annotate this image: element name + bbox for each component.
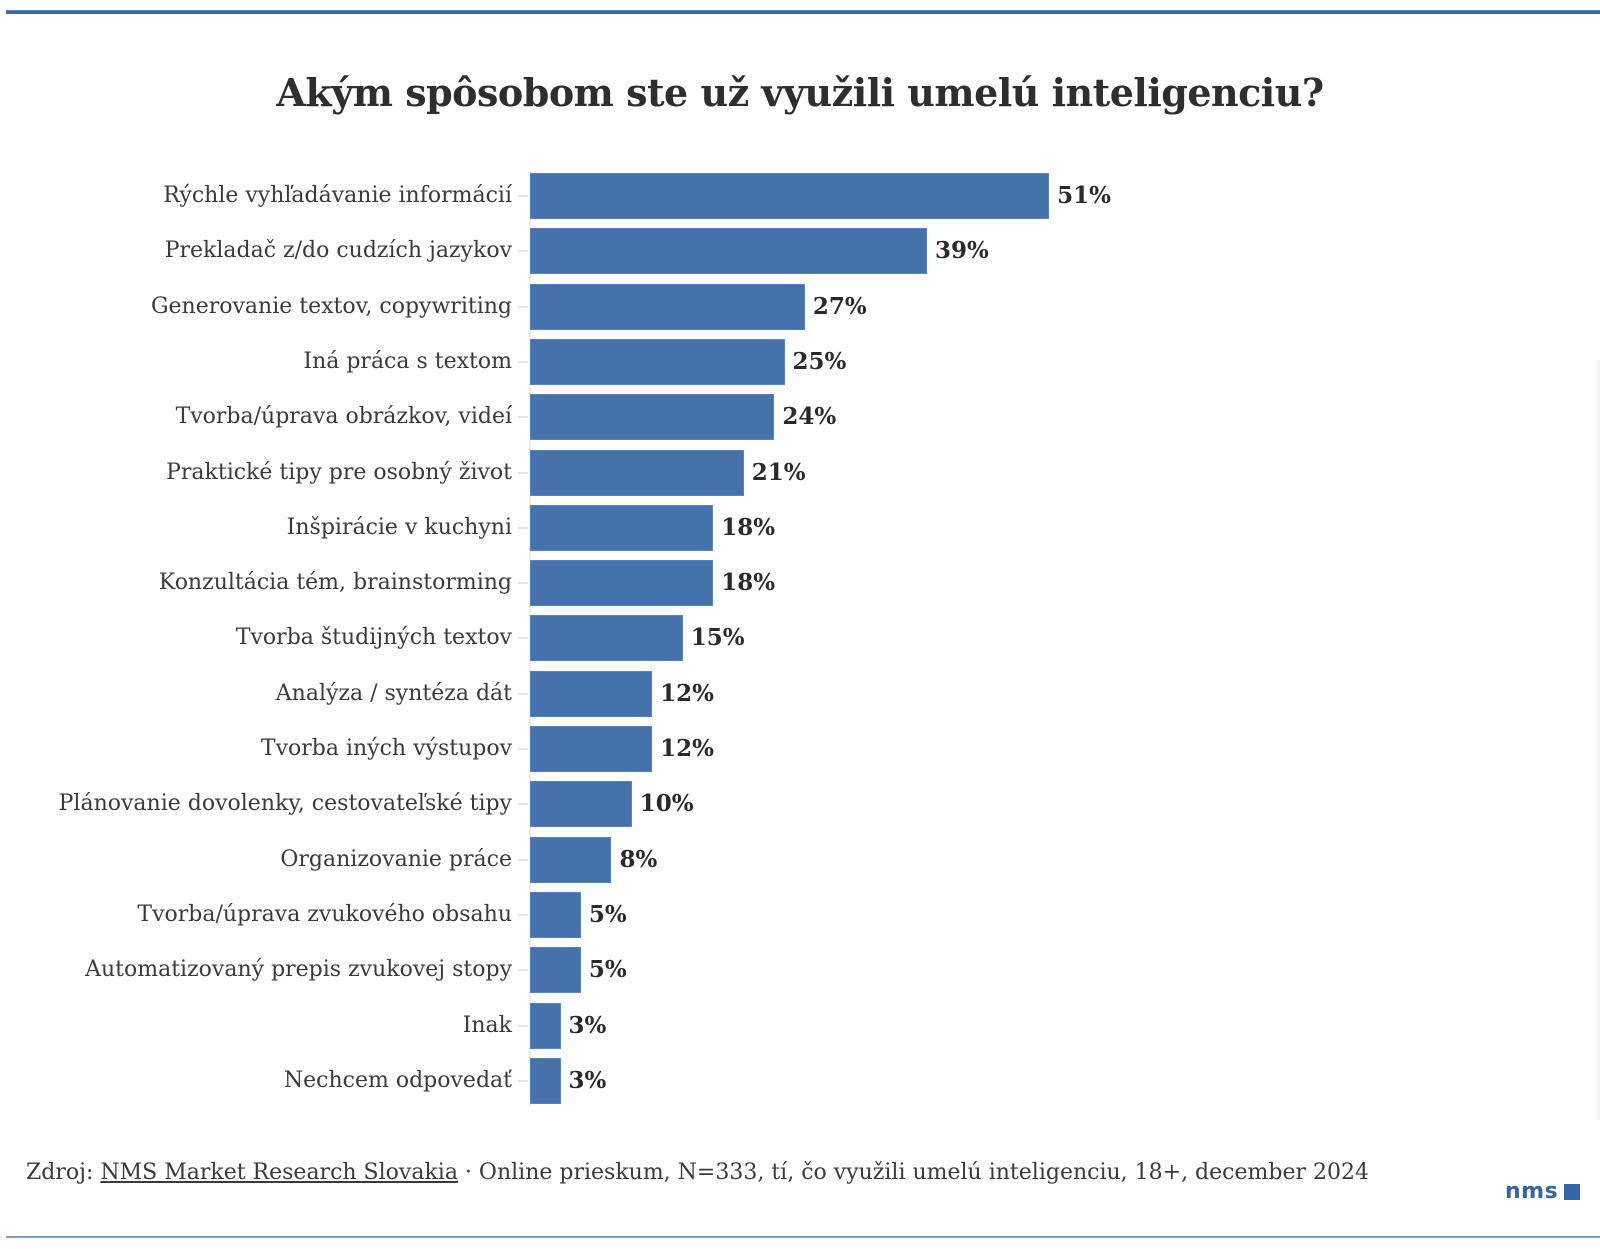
category-label: Inak xyxy=(462,1012,512,1038)
bar-row: Tvorba/úprava obrázkov, videí 24% xyxy=(0,394,1600,441)
bar-row: Tvorba iných výstupov 12% xyxy=(0,726,1600,772)
value-label: 5% xyxy=(588,900,627,928)
bar[interactable] xyxy=(530,615,683,662)
axis-tick xyxy=(518,360,528,363)
category-label: Tvorba iných výstupov xyxy=(260,736,512,761)
value-label: 5% xyxy=(588,956,627,984)
category-label: Tvorba študijných textov xyxy=(235,625,512,651)
value-label: 3% xyxy=(568,1066,607,1094)
bar[interactable] xyxy=(530,173,1050,219)
bar-row: Inak 3% xyxy=(0,1002,1600,1049)
bar-row: Generovanie textov, copywriting 27% xyxy=(0,283,1600,330)
category-label: Tvorba/úprava obrázkov, videí xyxy=(175,404,512,430)
value-label: 39% xyxy=(935,237,989,265)
axis-tick xyxy=(518,195,528,197)
bar[interactable] xyxy=(530,670,653,717)
category-label: Generovanie textov, copywriting xyxy=(150,293,512,319)
bar[interactable] xyxy=(530,228,928,275)
axis-tick xyxy=(518,913,528,916)
category-label: Konzultácia tém, brainstorming xyxy=(158,570,512,596)
category-label: Nechcem odpovedať xyxy=(283,1067,512,1093)
bar[interactable] xyxy=(530,726,653,772)
category-label: Organizovanie práce xyxy=(280,846,512,872)
axis-tick xyxy=(518,969,528,972)
logo-text: nms xyxy=(1505,1179,1559,1204)
value-label: 18% xyxy=(721,513,776,541)
category-label: Iná práca s textom xyxy=(303,348,512,374)
axis-tick xyxy=(518,526,528,529)
right-edge-shade xyxy=(1594,360,1600,1120)
bar-row: Iná práca s textom 25% xyxy=(0,338,1600,385)
axis-tick xyxy=(518,637,528,640)
value-label: 12% xyxy=(660,735,715,762)
bar[interactable] xyxy=(530,449,744,496)
value-label: 25% xyxy=(792,347,847,375)
source-footer: Zdroj: NMS Market Research Slovakia · On… xyxy=(26,1160,1369,1185)
bar-row: Konzultácia tém, brainstorming 18% xyxy=(0,560,1600,607)
top-accent-rule xyxy=(6,10,1600,14)
axis-tick xyxy=(518,1024,528,1027)
value-label: 8% xyxy=(619,845,658,873)
value-label: 27% xyxy=(812,292,867,320)
bar-row: Tvorba študijných textov 15% xyxy=(0,615,1600,662)
category-label: Tvorba/úprava zvukového obsahu xyxy=(137,901,512,927)
bar[interactable] xyxy=(530,504,714,551)
bottom-rule xyxy=(6,1236,1600,1238)
category-label: Praktické tipy pre osobný život xyxy=(166,459,512,485)
value-label: 12% xyxy=(660,679,715,707)
category-label: Rýchle vyhľadávanie informácií xyxy=(163,183,512,208)
bar-row: Praktické tipy pre osobný život 21% xyxy=(0,449,1600,496)
bar[interactable] xyxy=(530,836,612,883)
bar-row: Prekladač z/do cudzích jazykov 39% xyxy=(0,228,1600,275)
category-label: Analýza / syntéza dát xyxy=(275,680,512,706)
source-link[interactable]: NMS Market Research Slovakia xyxy=(100,1160,458,1185)
axis-tick xyxy=(518,748,528,750)
category-label: Automatizovaný prepis zvukovej stopy xyxy=(85,957,512,983)
bar[interactable] xyxy=(530,560,714,607)
bar-row: Analýza / syntéza dát 12% xyxy=(0,670,1600,717)
category-label: Inšpirácie v kuchyni xyxy=(286,514,512,540)
axis-tick xyxy=(518,471,528,474)
bar[interactable] xyxy=(530,891,581,938)
value-label: 10% xyxy=(639,790,694,818)
axis-tick xyxy=(518,803,528,806)
category-label: Plánovanie dovolenky, cestovateľské tipy xyxy=(58,791,512,817)
value-label: 3% xyxy=(568,1011,607,1039)
axis-tick xyxy=(518,582,528,585)
bar-row: Plánovanie dovolenky, cestovateľské tipy… xyxy=(0,781,1600,828)
value-label: 18% xyxy=(721,569,776,597)
bar-row: Inšpirácie v kuchyni 18% xyxy=(0,504,1600,551)
value-label: 21% xyxy=(751,458,806,486)
axis-tick xyxy=(518,1079,528,1082)
value-label: 24% xyxy=(782,403,837,431)
bar[interactable] xyxy=(530,283,805,330)
axis-tick xyxy=(518,416,528,419)
bar-row: Rýchle vyhľadávanie informácií 51% xyxy=(0,173,1600,219)
bar[interactable] xyxy=(530,947,581,994)
axis-tick xyxy=(518,305,528,308)
bar[interactable] xyxy=(530,1057,561,1104)
nms-logo: nms xyxy=(1505,1179,1581,1204)
chart-title: Akým spôsobom ste už využili umelú intel… xyxy=(276,70,1324,115)
value-label: 15% xyxy=(690,624,745,652)
axis-tick xyxy=(518,858,528,861)
bar-row: Automatizovaný prepis zvukovej stopy 5% xyxy=(0,947,1600,994)
axis-tick xyxy=(518,692,528,695)
source-note: · Online prieskum, N=333, tí, čo využili… xyxy=(457,1160,1369,1185)
bar[interactable] xyxy=(530,781,632,828)
bar-row: Organizovanie práce 8% xyxy=(0,836,1600,883)
category-label: Prekladač z/do cudzích jazykov xyxy=(164,238,512,264)
bar-row: Nechcem odpovedať 3% xyxy=(0,1057,1600,1104)
bar[interactable] xyxy=(530,338,785,385)
bar[interactable] xyxy=(530,1002,561,1049)
bar-row: Tvorba/úprava zvukového obsahu 5% xyxy=(0,891,1600,938)
axis-tick xyxy=(518,250,528,253)
source-prefix: Zdroj: xyxy=(26,1160,101,1185)
logo-square-icon xyxy=(1564,1184,1581,1200)
value-label: 51% xyxy=(1057,182,1112,209)
bar[interactable] xyxy=(530,394,775,441)
